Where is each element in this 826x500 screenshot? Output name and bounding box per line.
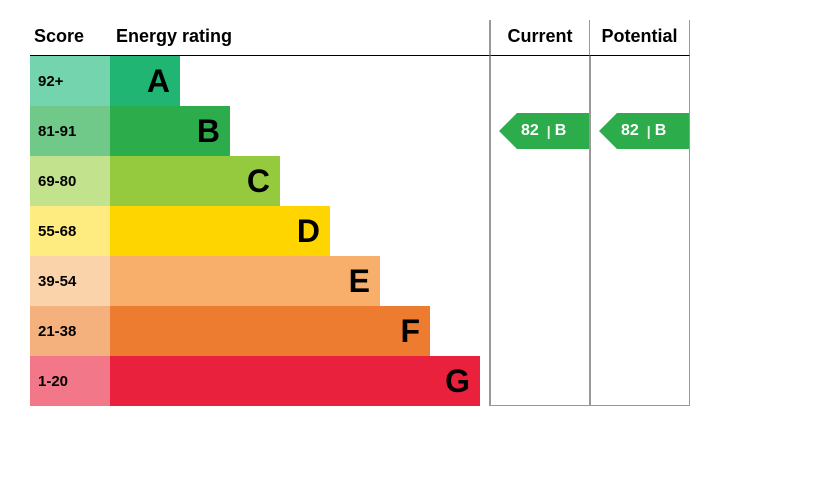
score-range-F: 21-38 — [30, 306, 110, 356]
rating-bar-cell-C: C — [110, 156, 490, 206]
potential-cell-E — [590, 256, 690, 306]
potential-cell-F — [590, 306, 690, 356]
rating-bar-F: F — [110, 306, 430, 356]
rating-bar-C: C — [110, 156, 280, 206]
potential-pointer-grade: B — [655, 122, 667, 140]
potential-cell-D — [590, 206, 690, 256]
rating-bar-A: A — [110, 56, 180, 106]
current-pointer-arrow-icon — [499, 113, 517, 149]
current-pointer-separator: | — [547, 123, 551, 139]
current-cell-C — [490, 156, 590, 206]
potential-pointer-score: 82 — [621, 122, 639, 140]
score-range-A: 92+ — [30, 56, 110, 106]
rating-bar-cell-B: B — [110, 106, 490, 156]
current-cell-B: 82 |B — [490, 106, 590, 156]
potential-cell-G — [590, 356, 690, 406]
rating-bar-E: E — [110, 256, 380, 306]
rating-bar-cell-F: F — [110, 306, 490, 356]
current-cell-E — [490, 256, 590, 306]
potential-cell-A — [590, 56, 690, 106]
potential-cell-B: 82 |B — [590, 106, 690, 156]
current-cell-D — [490, 206, 590, 256]
potential-pointer-separator: | — [647, 123, 651, 139]
potential-cell-C — [590, 156, 690, 206]
potential-pointer: 82 |B — [617, 113, 689, 149]
header-rating: Energy rating — [110, 20, 490, 56]
header-score: Score — [30, 20, 110, 56]
score-range-C: 69-80 — [30, 156, 110, 206]
current-cell-F — [490, 306, 590, 356]
rating-bar-cell-E: E — [110, 256, 490, 306]
current-cell-A — [490, 56, 590, 106]
rating-bar-G: G — [110, 356, 480, 406]
rating-bar-B: B — [110, 106, 230, 156]
rating-bar-cell-G: G — [110, 356, 490, 406]
rating-bar-D: D — [110, 206, 330, 256]
current-pointer-score: 82 — [521, 122, 539, 140]
score-range-B: 81-91 — [30, 106, 110, 156]
score-range-D: 55-68 — [30, 206, 110, 256]
current-cell-G — [490, 356, 590, 406]
header-current: Current — [490, 20, 590, 56]
score-range-G: 1-20 — [30, 356, 110, 406]
score-range-E: 39-54 — [30, 256, 110, 306]
current-pointer-grade: B — [555, 122, 567, 140]
rating-bar-cell-D: D — [110, 206, 490, 256]
rating-bar-cell-A: A — [110, 56, 490, 106]
potential-pointer-arrow-icon — [599, 113, 617, 149]
current-pointer: 82 |B — [517, 113, 589, 149]
header-potential: Potential — [590, 20, 690, 56]
epc-chart: Score Energy rating Current Potential 92… — [30, 20, 796, 406]
